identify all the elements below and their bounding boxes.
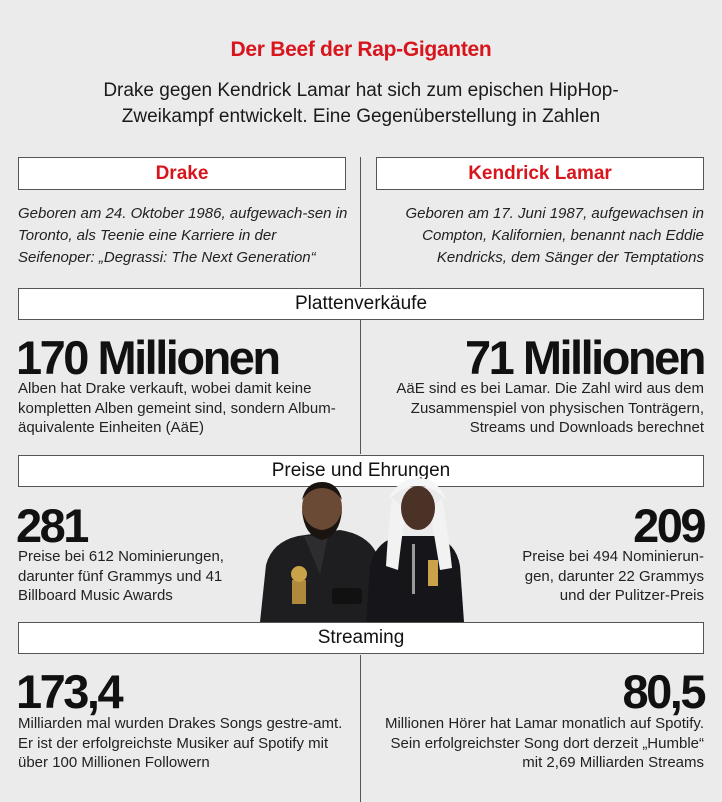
column-divider	[360, 320, 361, 454]
lamar-streams-desc: Millionen Hörer hat Lamar monatlich auf …	[384, 715, 704, 771]
drake-sales-value: 170 Millionen	[16, 331, 281, 384]
section-header-sales: Plattenverkäufe	[18, 288, 704, 320]
infographic-title: Der Beef der Rap-Giganten	[230, 38, 492, 61]
lamar-name-box: Kendrick Lamar	[376, 157, 704, 190]
section-header-streaming: Streaming	[18, 622, 704, 654]
lamar-sales-desc: AäE sind es bei Lamar. Die Zahl wird aus…	[396, 380, 704, 436]
drake-streams-value: 173,4	[16, 665, 124, 718]
lamar-sales-value: 71 Millionen	[465, 331, 707, 384]
drake-streams-desc: Milliarden mal wurden Drakes Songs gestr…	[18, 715, 343, 771]
section-sales-label: Plattenverkäufe	[294, 293, 428, 314]
section-streaming-label: Streaming	[317, 627, 405, 648]
infographic-subtitle: Drake gegen Kendrick Lamar hat sich zum …	[103, 80, 619, 127]
column-divider	[360, 157, 361, 287]
lamar-bio: Geboren am 17. Juni 1987, aufgewachsen i…	[405, 205, 704, 266]
lamar-awards-desc: Preise bei 494 Nominierun-gen, darunter …	[522, 548, 704, 604]
lamar-name: Kendrick Lamar	[468, 162, 612, 184]
lamar-streams-value: 80,5	[622, 665, 707, 718]
drake-figure	[260, 482, 382, 622]
drake-sales-desc: Alben hat Drake verkauft, wobei damit ke…	[18, 380, 336, 436]
lamar-awards-value: 209	[633, 499, 706, 552]
drake-name: Drake	[155, 162, 209, 184]
drake-bio: Geboren am 24. Oktober 1986, aufgewach-s…	[18, 205, 348, 266]
drake-awards-value: 281	[16, 499, 89, 552]
lamar-figure	[366, 478, 464, 622]
rappers-photo	[260, 478, 464, 622]
section-header-awards: Preise und Ehrungen	[18, 455, 704, 487]
column-divider	[360, 655, 361, 802]
section-awards-label: Preise und Ehrungen	[271, 460, 451, 481]
drake-name-box: Drake	[18, 157, 346, 190]
drake-awards-desc: Preise bei 612 Nominierungen, darunter f…	[18, 548, 224, 604]
